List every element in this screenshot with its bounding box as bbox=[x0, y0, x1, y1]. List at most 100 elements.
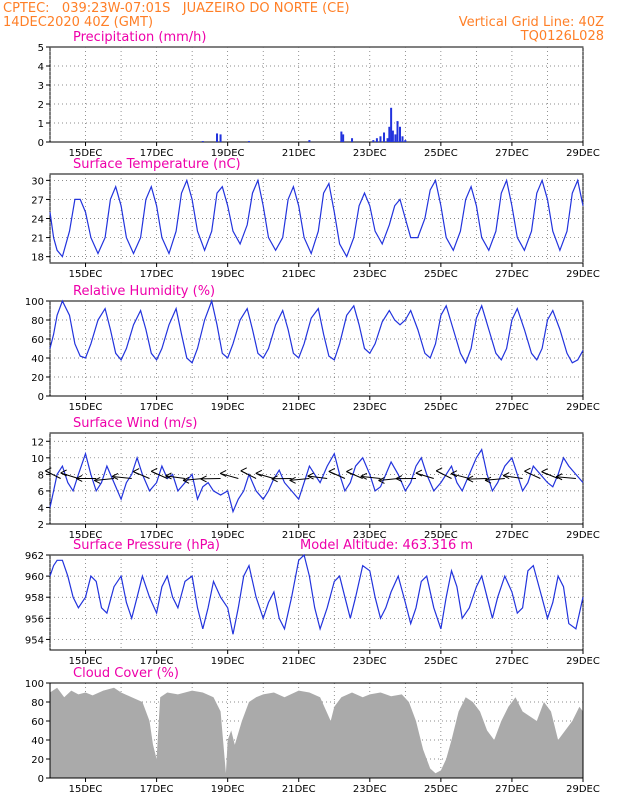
wind-arrow bbox=[360, 475, 381, 479]
wind-arrow bbox=[220, 472, 239, 479]
wind-arrow-head bbox=[255, 469, 263, 477]
series-line bbox=[49, 553, 584, 635]
precip-bar bbox=[379, 136, 382, 142]
wind-arrow-head bbox=[360, 472, 368, 480]
plot-frame bbox=[49, 300, 584, 397]
wind-arrow bbox=[94, 478, 115, 481]
x-tick-label: 21DEC bbox=[282, 269, 316, 280]
x-tick-label: 29DEC bbox=[566, 656, 600, 667]
wind-arrow-head bbox=[484, 476, 492, 484]
x-tick-label: 15DEC bbox=[69, 269, 103, 280]
x-tick-label: 15DEC bbox=[69, 656, 103, 667]
model-altitude-annotation: Model Altitude: 463.316 m bbox=[300, 538, 473, 553]
wind-arrow-head bbox=[555, 473, 563, 481]
x-tick-label: 19DEC bbox=[211, 402, 245, 413]
y-tick-label: 100 bbox=[25, 679, 44, 690]
panel-4: 2 4 6 8 10 12 15DEC 17DEC 19DEC 21DEC 23DEC 25DEC 27… bbox=[31, 416, 600, 541]
wind-arrow-head bbox=[415, 469, 423, 477]
y-tick-label: 6 bbox=[38, 487, 44, 498]
x-tick-label: 25DEC bbox=[424, 402, 458, 413]
precip-bar bbox=[219, 134, 222, 142]
x-tick-label: 25DEC bbox=[424, 269, 458, 280]
x-tick-label: 21DEC bbox=[282, 402, 316, 413]
precip-bar bbox=[386, 138, 389, 142]
y-tick-label: 20 bbox=[31, 755, 44, 766]
y-tick-label: 2 bbox=[38, 520, 44, 531]
panel-2: 18 21 24 27 30 15DEC 17DEC 19DEC 21DEC 23DEC 25DEC… bbox=[31, 157, 600, 280]
y-tick-label: 20 bbox=[31, 373, 44, 384]
x-tick-label: 19DEC bbox=[211, 269, 245, 280]
x-tick-label: 29DEC bbox=[566, 269, 600, 280]
x-tick-label: 29DEC bbox=[566, 148, 600, 159]
precip-bar bbox=[401, 136, 404, 142]
plot-frame bbox=[49, 432, 584, 525]
x-tick-label: 29DEC bbox=[566, 784, 600, 795]
wind-arrow bbox=[484, 478, 505, 481]
y-tick-label: 12 bbox=[31, 437, 44, 448]
x-tick-label: 17DEC bbox=[140, 148, 174, 159]
wind-arrow-head bbox=[271, 475, 278, 483]
panel-title: Surface Pressure (hPa) bbox=[73, 538, 220, 553]
y-tick-label: 60 bbox=[31, 717, 44, 728]
wind-arrow-head bbox=[45, 467, 52, 475]
x-tick-label: 29DEC bbox=[566, 530, 600, 541]
precip-bar bbox=[404, 140, 407, 142]
x-tick-label: 27DEC bbox=[495, 402, 529, 413]
wind-arrow bbox=[307, 475, 328, 479]
x-tick-label: 15DEC bbox=[69, 148, 103, 159]
wind-arrow-head bbox=[182, 476, 190, 484]
y-tick-label: 0 bbox=[38, 392, 44, 403]
wind-arrow-head bbox=[328, 467, 336, 475]
x-tick-label: 19DEC bbox=[211, 530, 245, 541]
y-tick-label: 962 bbox=[25, 551, 44, 562]
wind-arrow-head bbox=[346, 468, 353, 475]
x-tick-label: 21DEC bbox=[282, 656, 316, 667]
x-tick-label: 19DEC bbox=[211, 784, 245, 795]
wind-arrow-head bbox=[219, 469, 227, 477]
y-tick-label: 10 bbox=[31, 454, 44, 465]
grid-line-note: Vertical Grid Line: 40Z bbox=[458, 15, 604, 30]
x-tick-label: 15DEC bbox=[69, 530, 103, 541]
x-tick-label: 23DEC bbox=[353, 530, 387, 541]
y-tick-label: 4 bbox=[38, 62, 44, 73]
y-tick-label: 40 bbox=[31, 354, 44, 365]
x-tick-label: 25DEC bbox=[424, 148, 458, 159]
station-header: CPTEC: 039:23W-07:01S JUAZEIRO DO NORTE … bbox=[3, 1, 350, 16]
wind-arrow bbox=[556, 476, 576, 479]
precip-bar bbox=[247, 141, 250, 142]
x-tick-label: 25DEC bbox=[424, 784, 458, 795]
wind-arrow-head bbox=[200, 475, 207, 483]
x-tick-label: 17DEC bbox=[140, 530, 174, 541]
panel-title: Cloud Cover (%) bbox=[73, 666, 179, 681]
wind-arrow bbox=[415, 472, 434, 479]
precip-bar bbox=[383, 132, 386, 142]
y-tick-label: 27 bbox=[31, 195, 44, 206]
precip-bar bbox=[216, 133, 219, 142]
wind-arrow-head bbox=[502, 472, 510, 480]
precip-bar bbox=[391, 130, 394, 142]
series-line bbox=[49, 178, 584, 259]
wind-arrow bbox=[378, 478, 399, 481]
plot-frame bbox=[49, 554, 584, 651]
wind-arrow-head bbox=[395, 475, 403, 483]
y-tick-label: 100 bbox=[25, 297, 44, 308]
precip-bar bbox=[201, 141, 204, 142]
precip-bar bbox=[372, 140, 375, 142]
precip-bar bbox=[342, 134, 345, 142]
x-tick-label: 15DEC bbox=[69, 784, 103, 795]
x-tick-label: 25DEC bbox=[424, 656, 458, 667]
panel-1: 0 1 2 3 4 5 15DEC 17DEC 19DEC 21DEC 23DEC 25DEC 27DE… bbox=[38, 30, 600, 159]
y-tick-label: 60 bbox=[31, 335, 44, 346]
plot-frame bbox=[49, 46, 584, 143]
wind-arrow-head bbox=[541, 468, 548, 476]
cloud-area bbox=[50, 687, 583, 778]
wind-arrow bbox=[467, 478, 488, 480]
precip-bar bbox=[390, 107, 393, 142]
y-tick-label: 958 bbox=[25, 593, 44, 604]
x-tick-label: 17DEC bbox=[140, 269, 174, 280]
y-tick-label: 4 bbox=[38, 503, 44, 514]
y-tick-label: 5 bbox=[38, 43, 44, 54]
x-tick-label: 15DEC bbox=[69, 402, 103, 413]
series-line bbox=[49, 447, 584, 514]
y-tick-label: 8 bbox=[38, 470, 44, 481]
